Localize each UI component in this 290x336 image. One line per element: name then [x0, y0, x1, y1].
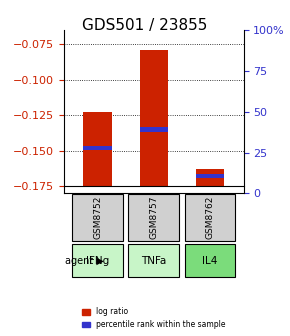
Bar: [196, 174, 224, 178]
Text: IL4: IL4: [202, 256, 218, 265]
Bar: [84, 113, 112, 186]
Bar: [196, 169, 224, 186]
FancyBboxPatch shape: [185, 244, 235, 277]
FancyBboxPatch shape: [128, 244, 179, 277]
Text: GSM8757: GSM8757: [149, 196, 158, 240]
Text: TNFa: TNFa: [141, 256, 166, 265]
FancyBboxPatch shape: [128, 194, 179, 241]
Legend: log ratio, percentile rank within the sample: log ratio, percentile rank within the sa…: [79, 304, 229, 332]
Bar: [140, 50, 168, 186]
Bar: [84, 146, 112, 150]
FancyBboxPatch shape: [185, 194, 235, 241]
Text: agent ▶: agent ▶: [65, 256, 104, 265]
Text: GSM8752: GSM8752: [93, 196, 102, 240]
FancyBboxPatch shape: [72, 194, 123, 241]
Text: GSM8762: GSM8762: [205, 196, 214, 240]
Text: IFNg: IFNg: [86, 256, 109, 265]
Bar: [140, 127, 168, 132]
Text: GDS501 / 23855: GDS501 / 23855: [82, 18, 208, 34]
FancyBboxPatch shape: [72, 244, 123, 277]
